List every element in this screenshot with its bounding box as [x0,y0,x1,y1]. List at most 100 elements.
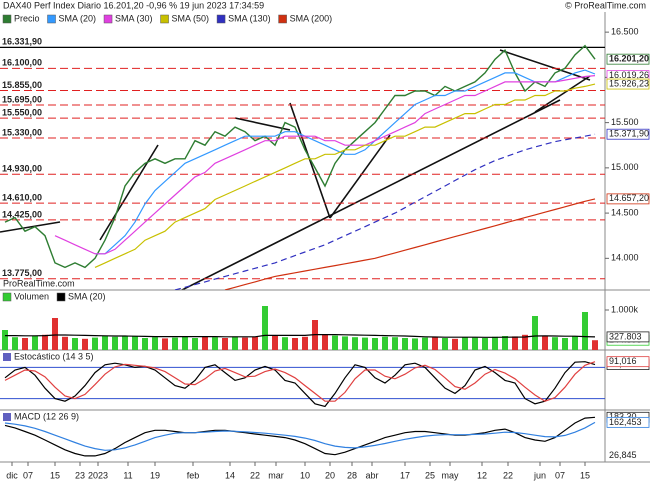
x-tick-label: 25 [425,470,435,480]
volume-bar [322,334,328,350]
label-box [606,331,650,343]
volume-bar [592,340,598,350]
last-value-label: 15.926,23 [606,78,650,90]
x-tick-label: 15 [50,470,60,480]
series-line [4,361,596,402]
label-box [606,78,650,90]
y-tick-label: 16.500 [611,27,639,37]
level-label: 16.100,00 [2,58,42,68]
volume-bar [502,336,508,350]
legend-label: SMA (130) [228,13,271,23]
last-value-text: 91,016 [609,356,637,366]
label-box [606,128,650,140]
series-line [5,334,596,338]
x-tick-label: feb [187,470,200,480]
volume-bar [352,337,358,350]
series-line [224,198,596,290]
level-label: 14.930,00 [2,164,42,174]
volume-bar [492,336,498,350]
trend-line [0,221,61,233]
y-tick-label: 15.500 [611,117,639,127]
volume-bar [192,338,198,350]
volume-bar [512,336,518,350]
volume-bar [202,336,208,350]
x-tick-label: 11 [123,470,132,480]
volume-bar [462,337,468,350]
volume-bar [122,335,128,350]
volume-bar [12,337,18,350]
legend-label: SMA (20) [68,291,106,301]
volume-bar [142,338,148,350]
legend-label: Precio [14,13,40,23]
legend-swatch [216,14,226,24]
volume-bar [32,336,38,350]
legend-swatch [56,292,66,302]
volume-bar [82,338,88,350]
legend-swatch [2,292,12,302]
volume-bar [372,338,378,350]
histogram-label: 26,845 [609,450,637,460]
last-value-label: 15.371,90 [606,128,650,140]
series-line [94,83,596,268]
volume-bar [422,337,428,350]
volume-bar [542,335,548,350]
legend-swatch [47,14,56,24]
volume-bar [262,306,268,350]
level-label: 15.695,00 [2,94,42,104]
volume-bar [112,336,118,350]
volume-bar [72,338,78,350]
last-value-text: 16.019,26 [609,70,649,80]
volume-bar [442,338,448,350]
series-line [54,75,596,255]
label-box [606,356,650,368]
volume-bar [522,334,528,350]
label-box [606,416,650,428]
volume-bar [382,336,388,350]
x-tick-label: 12 [477,470,487,480]
volume-bar [222,338,228,350]
series-line [4,416,596,457]
level-label: 15.550,00 [2,107,42,117]
x-tick-label: 17 [400,470,410,480]
last-value-label: 91,016 [606,356,650,368]
last-value-text: 15.926,23 [609,78,649,88]
level-label: 14.425,00 [2,209,42,219]
volume-bar [342,336,348,350]
trend-line [499,49,591,81]
header-title: DAX40 Perf Index Diario 16.201,20 -0,96 … [3,0,264,10]
legend-swatch [2,14,12,24]
series-line [4,421,596,451]
last-value-text: 16.201,20 [609,54,649,64]
last-value-label: 14.657,20 [606,193,650,205]
volume-bar [402,338,408,350]
volume-bar [2,330,8,350]
x-tick-label: 28 [347,470,357,480]
volume-bar [42,334,48,350]
trend-line [99,144,159,241]
series-line [95,69,596,255]
x-tick-label: 15 [580,470,590,480]
last-value-text: 327.803 [609,331,642,341]
last-value-label: 327.803 [606,331,650,343]
level-label: 14.610,00 [2,193,42,203]
level-label: 16.331,90 [2,37,42,47]
x-tick-label: 20 [325,470,335,480]
volume-bar [102,336,108,350]
last-value-text: 183,30 [609,412,637,422]
volume-bar [572,336,578,350]
panel-title: MACD (12 26 9) [14,411,79,421]
volume-bar [162,338,168,350]
x-tick-label: 07 [555,470,565,480]
volume-bar [232,336,238,350]
legend-swatch [103,14,113,24]
x-tick-label: 10 [300,470,310,480]
trend-line [329,134,391,219]
legend-swatch [3,413,11,421]
x-tick-label: 23 [75,470,85,480]
volume-bar [412,338,418,350]
x-tick-label: mar [268,470,284,480]
level-label: 15.855,00 [2,80,42,90]
volume-bar [392,337,398,350]
x-tick-label: 2023 [88,470,108,480]
x-tick-label: 19 [150,470,160,480]
